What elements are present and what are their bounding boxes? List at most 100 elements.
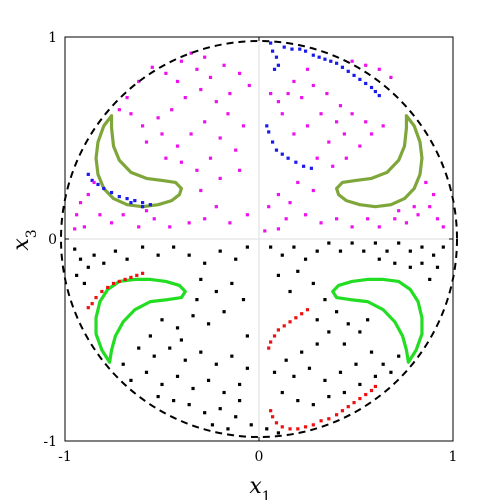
series-4-point-35	[109, 190, 114, 195]
series-6-point-74	[331, 164, 335, 168]
series-5-point-29	[319, 419, 323, 423]
series-6-point-53	[152, 217, 156, 221]
series-6-point-10	[199, 87, 203, 92]
series-6-point-59	[311, 83, 315, 88]
series-5-point-17	[272, 334, 277, 338]
series-4-point-24	[270, 140, 275, 144]
series-5-point-0	[141, 271, 145, 275]
series-4	[86, 41, 381, 209]
series-6-point-69	[342, 132, 346, 136]
series-7-point-45	[203, 411, 207, 415]
series-5-point-23	[358, 396, 362, 401]
series-7-point-10	[156, 253, 160, 257]
series-7-point-94	[323, 378, 327, 382]
series-7-point-105	[280, 390, 284, 395]
series-7-point-85	[346, 322, 350, 326]
series-6-point-44	[86, 192, 90, 197]
series-7-point-6	[102, 261, 106, 265]
series-0-curve	[94, 114, 183, 209]
series-7-point-41	[144, 370, 149, 374]
series-7-point-23	[191, 314, 195, 318]
series-5-point-16	[276, 328, 280, 332]
series-7-point-108	[366, 318, 370, 322]
series-4-point-16	[352, 73, 356, 77]
series-4-point-33	[96, 182, 100, 187]
series-6-point-71	[369, 132, 374, 136]
series-6-point-42	[129, 112, 133, 116]
series-6-point-60	[325, 91, 329, 96]
series-6-point-46	[75, 213, 79, 217]
series-4-point-17	[358, 77, 362, 82]
series-7-point-53	[179, 338, 183, 342]
series-6-point-82	[350, 225, 354, 229]
series-5-point-31	[303, 425, 308, 429]
series-6-point-3	[195, 67, 199, 71]
series-6-point-33	[187, 221, 191, 225]
series-5-point-21	[369, 388, 374, 393]
series-7-point-50	[210, 423, 215, 427]
series-7-point-61	[315, 249, 319, 253]
series-4-point-40	[148, 203, 152, 207]
series-5-point-14	[288, 320, 292, 324]
series-6-point-94	[397, 209, 401, 213]
series-5-point-13	[294, 316, 298, 320]
series-4-point-12	[329, 59, 333, 63]
series-6-point-80	[319, 221, 323, 225]
series-6-point-107	[276, 227, 280, 231]
series-4-point-32	[90, 178, 94, 183]
series-5-point-1	[135, 273, 139, 277]
series-7-point-82	[311, 281, 315, 286]
series-7-point-103	[311, 403, 315, 407]
series-7-point-20	[241, 298, 246, 302]
series-7-point-54	[195, 298, 199, 302]
series-7-point-9	[141, 245, 145, 249]
series-6-point-73	[315, 156, 319, 160]
series-6-point-1	[164, 71, 168, 75]
series-6-point-65	[319, 112, 323, 116]
series-6-point-78	[284, 217, 288, 221]
series-6-point-48	[73, 227, 77, 231]
series-7-point-4	[82, 281, 86, 286]
series-4-point-9	[311, 53, 315, 57]
series-5-point-19	[267, 346, 271, 350]
series-6-point-68	[327, 140, 331, 144]
series-6-point-0	[150, 65, 154, 69]
series-5-point-11	[305, 308, 310, 312]
series-7-point-24	[175, 326, 180, 330]
series-5-point-10	[86, 306, 90, 310]
series-4-point-41	[141, 205, 145, 209]
series-7-point-72	[441, 245, 445, 249]
series-7-point-76	[408, 265, 412, 269]
series-6-point-27	[164, 156, 168, 160]
series-6-point-103	[344, 156, 348, 160]
series-4-point-37	[125, 197, 129, 201]
series-5-point-25	[346, 405, 350, 409]
series-6-point-101	[280, 112, 284, 116]
series-7-point-36	[222, 390, 226, 395]
series-6-point-87	[416, 213, 420, 217]
series-7-point-35	[238, 382, 242, 387]
series-1-curve	[335, 114, 424, 209]
series-7-point-62	[327, 241, 331, 245]
series-6-point-90	[441, 225, 445, 229]
series-7-point-67	[385, 249, 389, 253]
series-layer	[73, 41, 445, 435]
series-6-point-105	[288, 201, 292, 205]
series-5-point-4	[117, 279, 121, 284]
series-6-point-72	[381, 124, 385, 128]
series-7-point-93	[307, 366, 312, 370]
series-6-point-85	[393, 217, 397, 221]
series-7-point-69	[408, 249, 412, 253]
series-6-point-39	[137, 79, 141, 84]
series-6-point-98	[350, 59, 354, 63]
series-6-point-37	[189, 51, 193, 55]
series-6-point-19	[203, 120, 207, 124]
series-7-point-18	[214, 289, 218, 294]
series-7-point-79	[296, 269, 300, 273]
series-5-point-15	[282, 324, 286, 328]
series-7-point-59	[292, 245, 296, 249]
series-5-point-7	[100, 289, 104, 294]
series-4-point-23	[267, 130, 271, 134]
series-4-point-0	[269, 41, 273, 45]
series-6-point-23	[226, 112, 230, 116]
